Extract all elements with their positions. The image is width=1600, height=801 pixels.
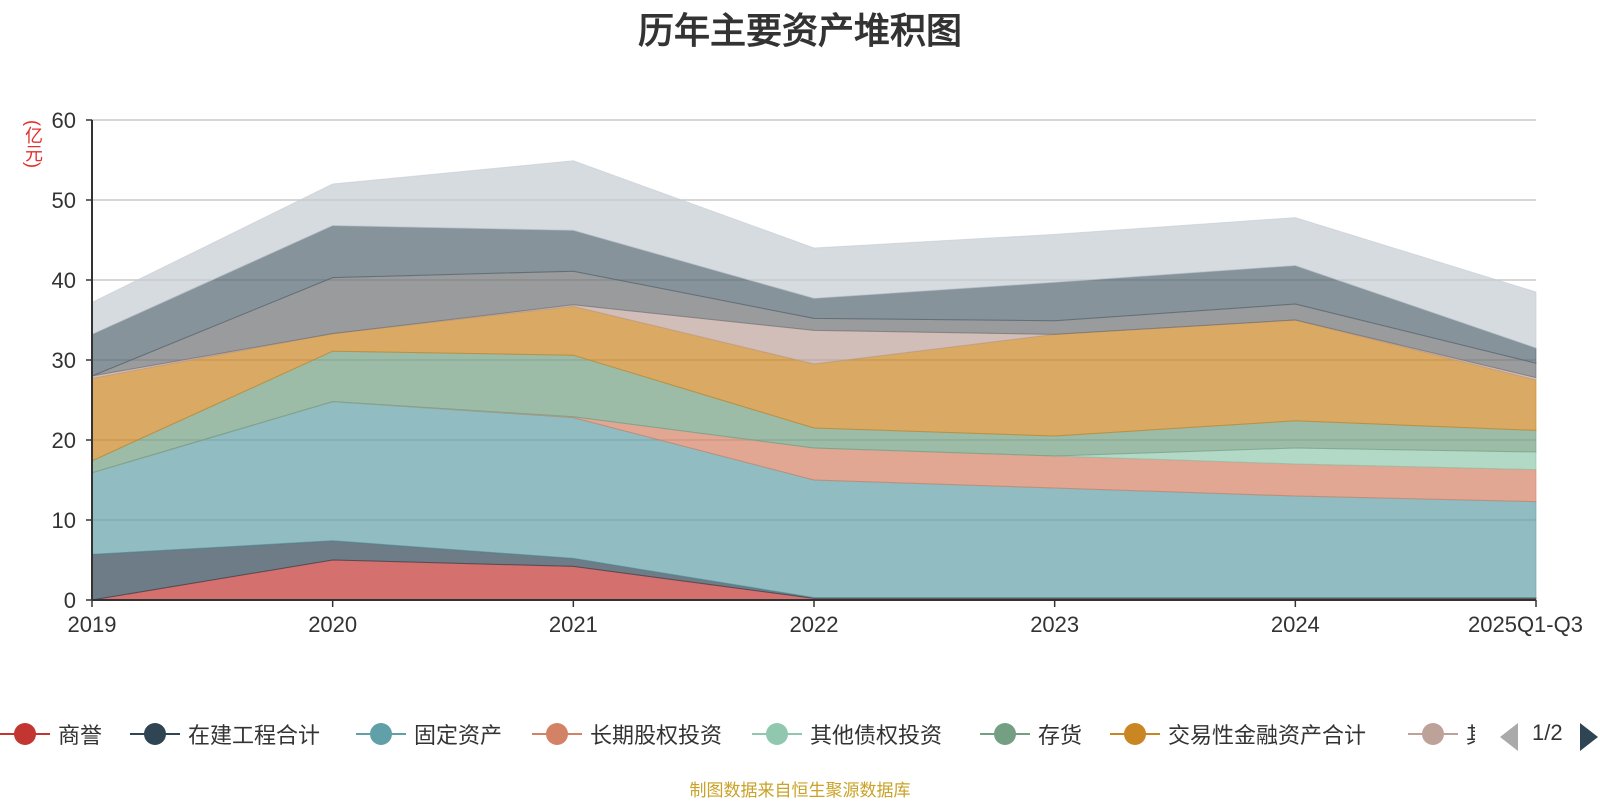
legend-marker-icon xyxy=(0,722,50,746)
y-tick-label: 0 xyxy=(64,588,76,613)
y-tick-label: 10 xyxy=(52,508,76,533)
legend-item[interactable]: 固定资产 xyxy=(356,712,502,756)
area-series-group xyxy=(91,160,1537,601)
legend-label: 存货 xyxy=(1038,723,1083,748)
axes: 0 10 20 30 40 50 60 2019 2020 2021 2022 2023 2024 202… xyxy=(52,108,1583,637)
y-tick-label: 50 xyxy=(52,188,76,213)
legend-pager: 1/2 xyxy=(1500,712,1600,756)
x-tick-label: 2025Q1-Q3 xyxy=(1468,612,1583,637)
legend-label: 在建工程合计 xyxy=(188,723,321,748)
legend-next-page-icon[interactable] xyxy=(1580,723,1598,751)
x-tick-label: 2022 xyxy=(790,612,839,637)
y-tick-label: 60 xyxy=(52,108,76,133)
legend-page-indicator: 1/2 xyxy=(1532,720,1563,745)
legend-marker-icon xyxy=(130,722,180,746)
legend-item[interactable]: 其他债权投资 xyxy=(752,712,942,756)
legend-item[interactable]: 长期股权投资 xyxy=(532,712,722,756)
data-source-note: 制图数据来自恒生聚源数据库 xyxy=(689,781,911,800)
legend-label: 固定资产 xyxy=(414,723,503,748)
legend-label: 其他债权投资 xyxy=(810,723,943,748)
y-tick-label: 20 xyxy=(52,428,76,453)
legend-item[interactable]: 交易性金融资产合计 xyxy=(1110,712,1366,756)
x-tick-label: 2021 xyxy=(549,612,598,637)
chart-title: 历年主要资产堆积图 xyxy=(637,10,962,51)
legend-label: 其他流动资产 xyxy=(1466,718,1475,750)
area-series-10[interactable] xyxy=(91,160,1537,349)
legend-item[interactable]: 其他流动资产 xyxy=(1408,712,1475,756)
x-tick-label: 2019 xyxy=(68,612,117,637)
y-tick-label: 30 xyxy=(52,348,76,373)
legend-marker-icon xyxy=(752,722,802,746)
y-tick-label: 40 xyxy=(52,268,76,293)
legend: 商誉 在建工程合计 固定资产 长期股权投资 其他债权投资 存货 交易性金融资产合计 其他流动资… xyxy=(0,712,1600,756)
legend-items: 商誉 在建工程合计 固定资产 长期股权投资 其他债权投资 存货 交易性金融资产合计 其他流动资… xyxy=(0,712,1475,756)
x-tick-label: 2023 xyxy=(1030,612,1079,637)
x-tick-label: 2024 xyxy=(1271,612,1320,637)
legend-label: 交易性金融资产合计 xyxy=(1168,723,1367,748)
legend-item[interactable]: 在建工程合计 xyxy=(130,712,320,756)
legend-marker-icon xyxy=(1110,722,1160,746)
legend-marker-icon xyxy=(980,722,1030,746)
y-axis-unit-label: (亿元) xyxy=(23,120,43,168)
legend-label: 长期股权投资 xyxy=(590,723,723,748)
legend-marker-icon xyxy=(356,722,406,746)
legend-label: 商誉 xyxy=(58,723,103,748)
legend-marker-icon xyxy=(532,722,582,746)
x-tick-label: 2020 xyxy=(308,612,357,637)
legend-prev-page-icon[interactable] xyxy=(1500,723,1518,751)
legend-item[interactable]: 商誉 xyxy=(0,712,102,756)
legend-item[interactable]: 存货 xyxy=(980,712,1082,756)
legend-marker-icon xyxy=(1408,722,1458,746)
